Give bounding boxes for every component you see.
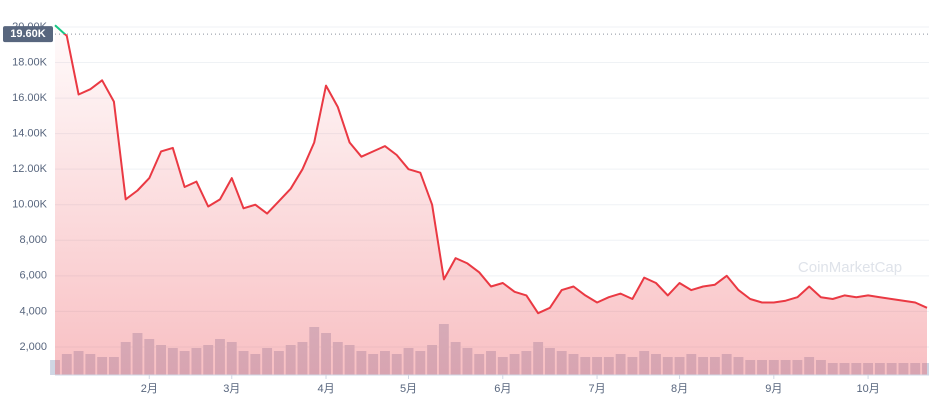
x-tick-label: 10月 [856, 383, 879, 395]
price-area [55, 25, 927, 375]
x-tick-label: 2月 [141, 383, 158, 395]
reference-label: 19.60K [10, 28, 46, 40]
x-tick-label: 6月 [494, 383, 511, 395]
y-tick-label: 4,000 [19, 305, 47, 317]
y-tick-label: 12.00K [12, 163, 48, 175]
y-tick-label: 6,000 [19, 270, 47, 282]
y-tick-label: 2,000 [19, 341, 47, 353]
y-tick-label: 16.00K [12, 92, 48, 104]
y-tick-label: 14.00K [12, 128, 48, 140]
y-tick-label: 18.00K [12, 56, 48, 68]
x-tick-label: 3月 [223, 383, 240, 395]
reference-label-box [3, 26, 53, 43]
x-tick-label: 7月 [588, 383, 605, 395]
price-line [54, 24, 928, 315]
y-tick-label: 8,000 [19, 234, 47, 246]
x-tick-label: 8月 [671, 383, 688, 395]
y-tick-label: 10.00K [12, 199, 48, 211]
x-tick-label: 9月 [765, 383, 782, 395]
watermark: CoinMarketCap [798, 259, 902, 276]
x-tick-label: 5月 [400, 383, 417, 395]
x-tick-label: 4月 [317, 383, 334, 395]
